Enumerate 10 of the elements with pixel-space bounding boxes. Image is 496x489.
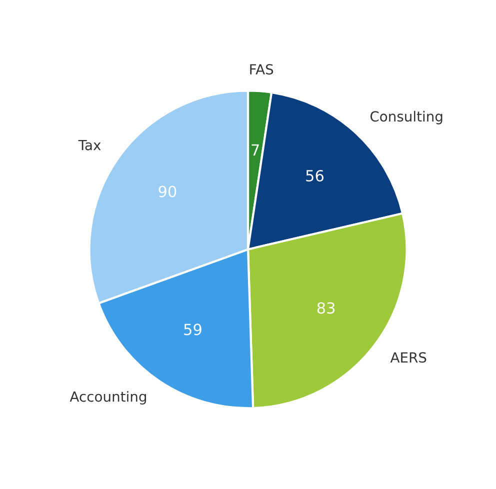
data-label: 59 xyxy=(184,324,202,336)
data-label: 56 xyxy=(306,170,324,182)
data-label: 90 xyxy=(158,186,176,198)
slice-label: Tax xyxy=(78,140,101,150)
slice-label: Consulting xyxy=(370,110,442,124)
slice-label: FAS xyxy=(250,64,274,75)
slice-label: Accounting xyxy=(70,391,146,405)
slice-label: AERS xyxy=(390,352,426,363)
data-label: 83 xyxy=(317,302,335,314)
data-label: 7 xyxy=(252,144,259,156)
